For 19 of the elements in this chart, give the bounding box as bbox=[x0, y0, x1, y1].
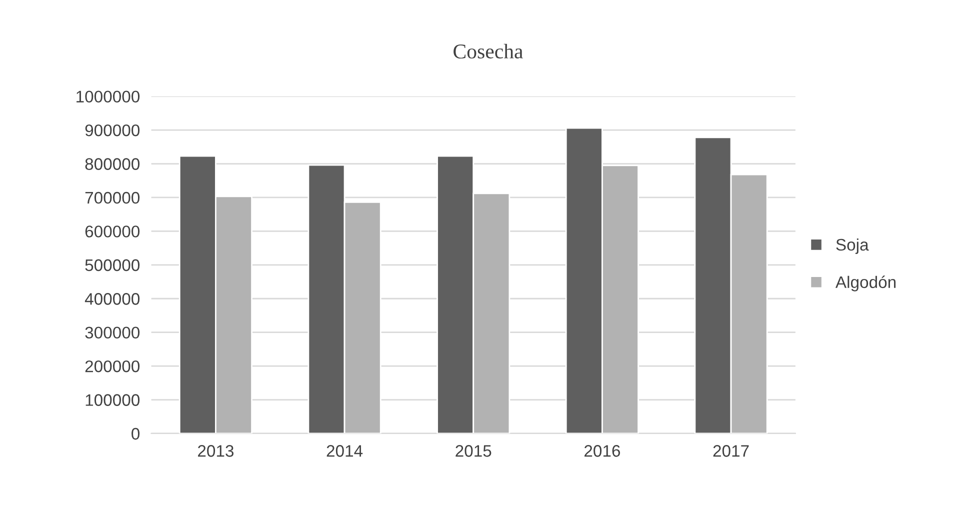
y-tick-label: 300000 bbox=[85, 326, 140, 339]
y-tick-label: 400000 bbox=[84, 293, 140, 305]
x-tick-label: 2015 bbox=[456, 445, 492, 457]
y-tick-label: 1000000 bbox=[76, 90, 140, 103]
y-tick-label: 900000 bbox=[85, 124, 140, 136]
legend-label: Algodón bbox=[835, 276, 896, 292]
legend-label: Soja bbox=[836, 238, 869, 254]
chart-title: Cosecha bbox=[454, 44, 523, 59]
x-tick-label: 2017 bbox=[713, 445, 749, 457]
x-tick-label: 2014 bbox=[326, 445, 363, 457]
x-tick-label: 2016 bbox=[584, 445, 620, 457]
y-tick-label: 700000 bbox=[85, 192, 140, 204]
y-tick-label: 100000 bbox=[86, 394, 140, 406]
y-tick-label: 500000 bbox=[85, 259, 140, 272]
y-tick-label: 600000 bbox=[85, 226, 140, 238]
x-tick-label: 2013 bbox=[198, 445, 234, 457]
y-tick-label: 0 bbox=[132, 428, 140, 440]
y-tick-label: 200000 bbox=[85, 360, 140, 372]
y-tick-label: 800000 bbox=[85, 158, 140, 170]
